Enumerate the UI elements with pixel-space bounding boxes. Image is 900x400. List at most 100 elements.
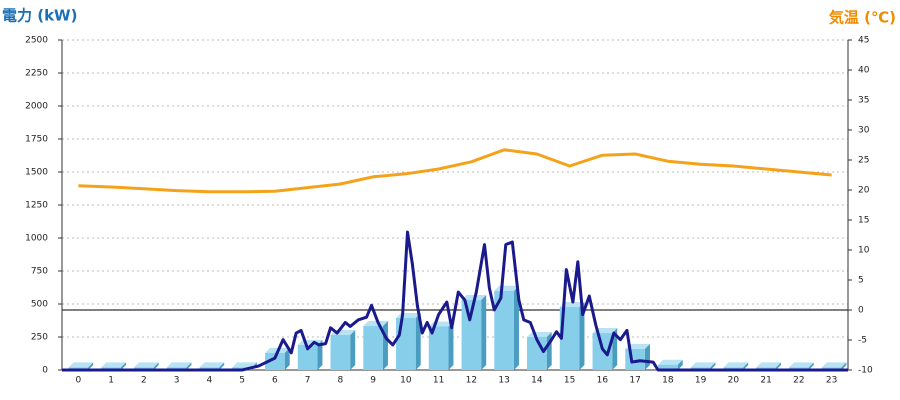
x-tick-label: 10: [400, 376, 412, 386]
x-tick-label: 19: [695, 376, 707, 386]
bar-face: [592, 333, 613, 370]
bar-top: [134, 362, 159, 368]
bar-side: [448, 321, 454, 370]
bar: [527, 332, 552, 370]
y2-tick-label: -5: [858, 336, 867, 346]
x-tick-label: 23: [826, 376, 837, 386]
y-tick-label: 2500: [25, 36, 48, 46]
x-tick-label: 3: [174, 376, 180, 386]
bar-side: [186, 362, 192, 370]
y2-tick-label: 40: [858, 66, 870, 76]
bar-side: [546, 332, 552, 370]
x-tick-label: 21: [760, 376, 771, 386]
x-tick-label: 13: [498, 376, 509, 386]
x-tick-label: 9: [370, 376, 376, 386]
x-tick-label: 7: [305, 376, 311, 386]
bar-side: [219, 362, 225, 370]
bar: [396, 312, 421, 370]
line: [62, 230, 848, 372]
bar-face: [330, 335, 351, 370]
y2-tick-label: -10: [858, 366, 873, 376]
bar-top: [68, 362, 94, 368]
bar-side: [382, 321, 388, 370]
x-tick-label: 2: [141, 376, 147, 386]
x-tick-label: 20: [728, 376, 740, 386]
bar-side: [88, 362, 94, 370]
bar-top: [658, 359, 683, 365]
x-tick-label: 6: [272, 376, 278, 386]
bar-side: [579, 302, 585, 370]
bar-side: [743, 362, 749, 370]
y2-tick-label: 10: [858, 246, 870, 256]
bar-top: [101, 362, 126, 368]
x-tick-label: 17: [629, 376, 640, 386]
bar-side: [120, 362, 126, 370]
y2-tick-label: 5: [858, 276, 864, 286]
bar: [494, 285, 519, 370]
bar-side: [841, 362, 847, 370]
y-tick-label: 1500: [25, 168, 48, 178]
y-tick-label: 1250: [25, 201, 48, 211]
y2-tick-label: 35: [858, 96, 869, 106]
y-tick-label: 750: [31, 267, 48, 277]
x-tick-label: 18: [662, 376, 674, 386]
bar-face: [625, 348, 645, 370]
bar-side: [415, 312, 421, 370]
x-tick-label: 15: [564, 376, 575, 386]
bar: [330, 330, 356, 370]
bar-top: [166, 362, 192, 368]
x-tick-label: 0: [76, 376, 82, 386]
bar-face: [494, 290, 514, 370]
bar-top: [559, 302, 585, 308]
bar-face: [363, 326, 383, 370]
bar-face: [559, 307, 580, 370]
x-tick-label: 4: [207, 376, 213, 386]
y2-tick-label: 25: [858, 156, 869, 166]
y-tick-label: 1750: [25, 135, 48, 145]
y-tick-label: 1000: [25, 234, 48, 244]
bar-top: [199, 362, 225, 368]
x-tick-label: 12: [466, 376, 477, 386]
bar-side: [350, 330, 356, 370]
y-tick-label: 250: [31, 333, 48, 343]
bar-face: [396, 317, 416, 370]
bar-side: [317, 339, 323, 370]
x-tick-label: 1: [108, 376, 114, 386]
bar-side: [513, 285, 519, 370]
bar-side: [710, 362, 716, 370]
bar-top: [723, 362, 749, 368]
bar-top: [789, 362, 814, 368]
bar-face: [658, 364, 678, 370]
bar-top: [363, 321, 388, 327]
x-tick-label: 14: [531, 376, 543, 386]
x-tick-label: 22: [793, 376, 804, 386]
bar-side: [153, 362, 159, 370]
x-tick-label: 11: [433, 376, 444, 386]
y-axis-title: 電力 (kW): [2, 7, 77, 25]
bar-face: [428, 326, 449, 370]
bar: [461, 295, 487, 370]
x-tick-label: 8: [338, 376, 344, 386]
bar-top: [232, 362, 257, 368]
y-tick-label: 2000: [25, 102, 48, 112]
y2-tick-label: 20: [858, 186, 870, 196]
y2-tick-label: 0: [858, 306, 864, 316]
bar-face: [527, 337, 547, 370]
bar: [559, 302, 585, 370]
bar-side: [481, 295, 487, 370]
x-tick-label: 16: [597, 376, 609, 386]
bar-side: [284, 347, 290, 370]
bar-top: [625, 343, 650, 349]
y2-tick-label: 30: [858, 126, 870, 136]
y-tick-label: 2250: [25, 69, 48, 79]
y-tick-label: 500: [31, 300, 48, 310]
bar-face: [297, 344, 318, 370]
bar-top: [756, 362, 781, 368]
y2-tick-label: 45: [858, 36, 869, 46]
bar-face: [265, 352, 285, 370]
y-tick-label: 0: [42, 366, 48, 376]
y2-tick-label: 15: [858, 216, 869, 226]
bar-top: [690, 362, 716, 368]
bar-side: [808, 362, 814, 370]
